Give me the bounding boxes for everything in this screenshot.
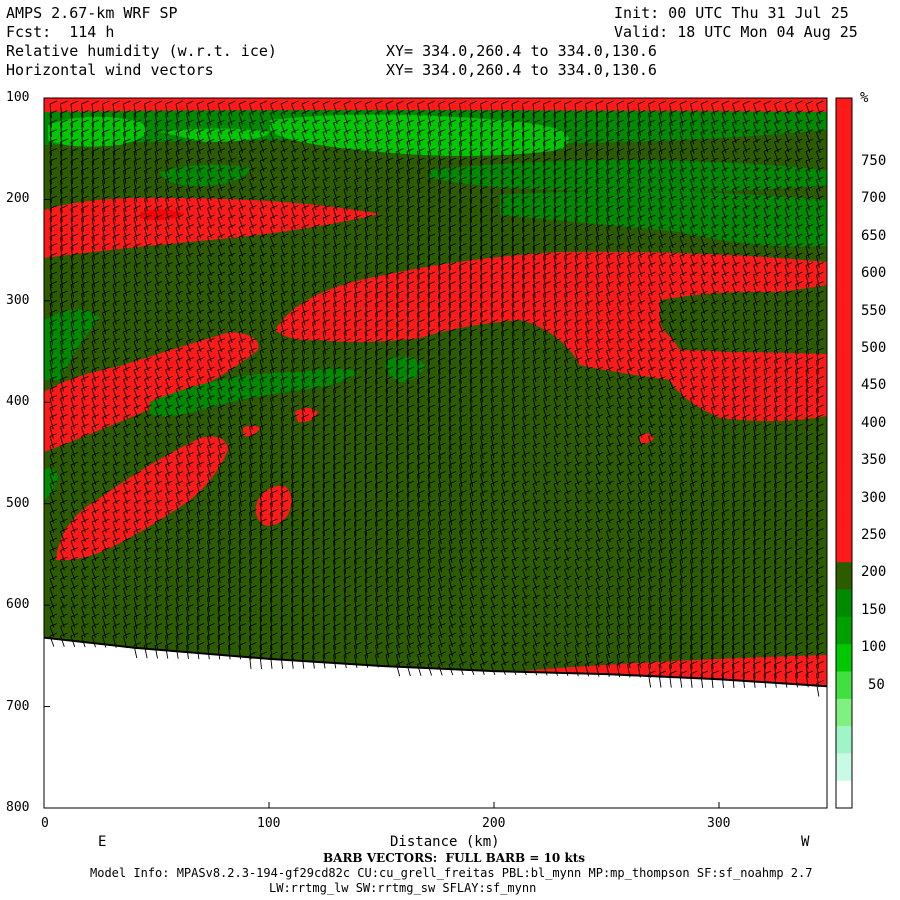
- y-tick-label: 200: [6, 191, 30, 207]
- colorbar-swatch: [836, 398, 852, 427]
- colorbar-swatch: [836, 616, 852, 645]
- colorbar-swatch: [836, 726, 852, 754]
- rh-region-red-390: [44, 332, 259, 452]
- x-tick-label: 200: [482, 816, 506, 831]
- colorbar-swatch: [836, 698, 852, 727]
- model-info: Model Info: MPASv8.2.3-194-gf29cd82c CU:…: [90, 866, 813, 880]
- terrain-line: [44, 636, 827, 688]
- x-end-label-left: E: [98, 834, 107, 850]
- rh-region-red-300: [275, 251, 827, 422]
- model-info-2: LW:rrtmg_lw SW:rrtmg_sw SFLAY:sf_mynn: [269, 881, 537, 895]
- below-ground-mask: [44, 637, 827, 808]
- init-time: Init: 00 UTC Thu 31 Jul 25: [614, 4, 849, 22]
- forecast-hour: Fcst: 114 h: [6, 23, 115, 41]
- colorbar-label: 650: [861, 227, 887, 244]
- colorbar-label: 200: [861, 564, 887, 581]
- y-tick-label: 700: [6, 698, 30, 714]
- colorbar-swatch: [836, 125, 852, 154]
- rh-region-bright-green-1: [48, 116, 147, 147]
- x-end-label-right: W: [801, 834, 810, 850]
- colorbar-swatch: [836, 261, 852, 290]
- colorbar-label: 550: [861, 302, 887, 319]
- rh-region-red-blob-3: [243, 425, 260, 437]
- colorbar-swatch: [836, 371, 852, 399]
- colorbar-swatch: [836, 589, 852, 618]
- colorbar: [835, 97, 853, 809]
- colorbar-label: 600: [861, 265, 887, 282]
- cross-section-xy-1: XY= 334.0,260.4 to 334.0,130.6: [386, 42, 657, 60]
- colorbar-swatch: [836, 671, 852, 700]
- rh-region-green-380: [150, 369, 360, 417]
- x-tick-label: 0: [41, 816, 49, 831]
- colorbar-swatch: [836, 562, 852, 590]
- valid-time: Valid: 18 UTC Mon 04 Aug 25: [614, 23, 858, 41]
- x-tick-label: 100: [257, 816, 281, 831]
- field-label-rh: Relative humidity (w.r.t. ice): [6, 42, 277, 60]
- colorbar-label: 350: [861, 452, 887, 469]
- plot-frame: [43, 97, 828, 809]
- colorbar-label: 500: [861, 340, 887, 356]
- colorbar-label: 100: [861, 639, 887, 656]
- colorbar-swatch: [836, 534, 852, 563]
- wind-barbs: [49, 100, 824, 697]
- colorbar-swatch: [836, 753, 852, 782]
- colorbar-label: 150: [861, 601, 887, 618]
- colorbar-swatch: [836, 98, 852, 126]
- colorbar-swatch: [836, 644, 852, 672]
- y-tick-label: 800: [6, 800, 30, 815]
- colorbar-swatch: [836, 425, 852, 454]
- colorbar-swatch: [836, 316, 852, 345]
- colorbar-swatch: [836, 343, 852, 372]
- y-tick-label: 100: [6, 90, 30, 105]
- colorbar-label: 750: [861, 153, 887, 169]
- y-tick-label: 500: [6, 495, 30, 511]
- colorbar-label: 450: [861, 377, 887, 394]
- colorbar-swatch: [836, 453, 852, 481]
- axis-ticks: [43, 97, 720, 809]
- model-title: AMPS 2.67-km WRF SP: [6, 4, 178, 22]
- y-tick-label: 300: [6, 292, 30, 308]
- rh-region-green-small: [385, 356, 425, 382]
- colorbar-unit: %: [860, 90, 869, 106]
- colorbar-swatch: [836, 480, 852, 509]
- rh-field: [44, 98, 827, 808]
- colorbar-swatch: [836, 780, 852, 809]
- cross-section-xy-2: XY= 334.0,260.4 to 334.0,130.6: [386, 61, 657, 79]
- barb-note: BARB VECTORS: FULL BARB = 10 kts: [323, 851, 586, 865]
- rh-region-green-4: [160, 164, 250, 186]
- colorbar-label: 50: [868, 676, 885, 693]
- colorbar-label: 400: [861, 414, 887, 431]
- colorbar-swatch: [836, 152, 852, 181]
- x-tick-label: 300: [707, 816, 731, 831]
- field-label-wind: Horizontal wind vectors: [6, 61, 214, 79]
- colorbar-swatch: [836, 507, 852, 536]
- rh-region-red-220: [44, 197, 380, 258]
- colorbar-frame: [835, 97, 853, 809]
- colorbar-label: 300: [861, 489, 887, 506]
- colorbar-swatch: [836, 289, 852, 317]
- colorbar-swatch: [836, 207, 852, 235]
- colorbar-swatch: [836, 179, 852, 208]
- rh-region-red-peak-220: [140, 209, 185, 221]
- rh-region-red-500: [56, 436, 228, 561]
- y-tick-label: 600: [6, 597, 30, 613]
- x-axis-title: Distance (km): [390, 834, 500, 850]
- colorbar-swatch: [836, 234, 852, 263]
- y-tick-label: 400: [6, 394, 30, 410]
- colorbar-label: 250: [861, 527, 887, 543]
- wind-barb-set: [49, 100, 824, 697]
- colorbar-label: 700: [861, 190, 887, 207]
